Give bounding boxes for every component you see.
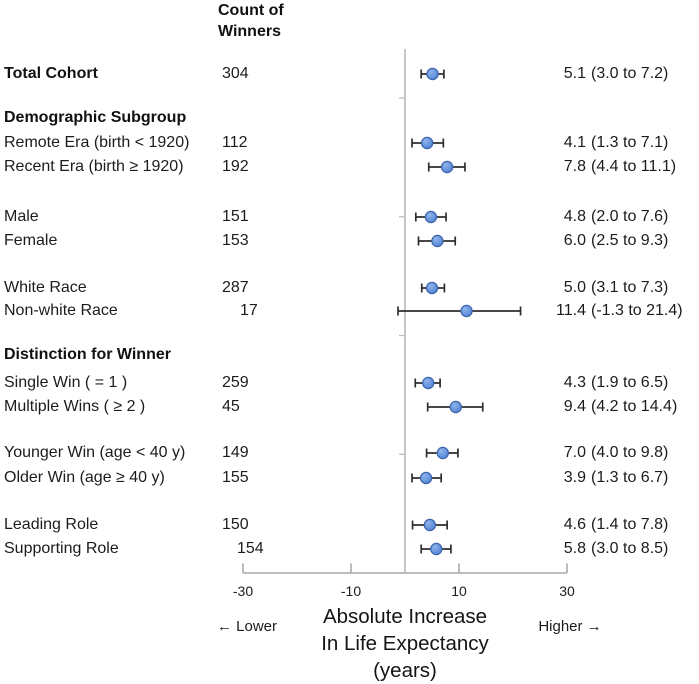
row-confidence-interval: (4.4 to 11.1) — [591, 158, 677, 175]
forest-row: Recent Era (birth ≥ 1920) 192 7.8 (4.4 t… — [0, 156, 699, 178]
forest-row: Distinction for Winner — [0, 344, 699, 366]
row-count: 153 — [222, 232, 249, 249]
x-tick-label: -30 — [232, 583, 254, 599]
row-estimate-value: 4.1 — [563, 134, 586, 151]
x-axis-title-line-3: (years) — [373, 659, 437, 682]
point-estimate-marker — [420, 136, 434, 150]
forest-row: White Race 287 5.0 (3.1 to 7.3) — [0, 277, 699, 299]
row-estimate-value: 11.4 — [556, 302, 586, 319]
count-column-header: Count of Winners — [218, 2, 284, 40]
row-label: Distinction for Winner — [4, 346, 171, 363]
row-estimate-value: 4.3 — [563, 374, 586, 391]
row-label: White Race — [4, 279, 87, 296]
forest-row: Demographic Subgroup — [0, 107, 699, 129]
point-estimate-marker — [423, 518, 437, 532]
forest-row: Older Win (age ≥ 40 y) 155 3.9 (1.3 to 6… — [0, 467, 699, 489]
forest-row: Female 153 6.0 (2.5 to 9.3) — [0, 230, 699, 252]
forest-row: Supporting Role 154 5.8 (3.0 to 8.5) — [0, 538, 699, 560]
row-confidence-interval: (1.9 to 6.5) — [591, 374, 669, 391]
lower-direction-hint: ← Lower — [216, 618, 278, 635]
row-confidence-interval: (2.5 to 9.3) — [591, 232, 669, 249]
forest-row: Male 151 4.8 (2.0 to 7.6) — [0, 206, 699, 228]
row-estimate-value: 7.0 — [563, 444, 586, 461]
row-label: Total Cohort — [4, 65, 98, 82]
row-count: 287 — [222, 279, 249, 296]
point-estimate-marker — [425, 281, 439, 295]
row-count: 154 — [237, 540, 264, 557]
row-label: Demographic Subgroup — [4, 109, 187, 126]
forest-row: Non-white Race 17 11.4 (-1.3 to 21.4) — [0, 300, 699, 322]
x-tick-label: 10 — [451, 583, 467, 599]
row-confidence-interval: (1.3 to 6.7) — [591, 469, 669, 486]
row-estimate-value: 6.0 — [563, 232, 586, 249]
row-estimate-value: 4.6 — [563, 516, 586, 533]
row-estimate-value: 7.8 — [563, 158, 586, 175]
row-estimate-value: 3.9 — [563, 469, 586, 486]
row-label: Non-white Race — [4, 302, 118, 319]
row-count: 192 — [222, 158, 249, 175]
row-count: 17 — [240, 302, 258, 319]
row-count: 149 — [222, 444, 249, 461]
row-label: Multiple Wins ( ≥ 2 ) — [4, 398, 146, 415]
point-estimate-marker — [419, 471, 433, 485]
x-axis-title-line-1: Absolute Increase — [322, 605, 488, 628]
row-confidence-interval: (1.4 to 7.8) — [591, 516, 669, 533]
row-count: 259 — [222, 374, 249, 391]
point-estimate-marker — [426, 67, 439, 81]
x-tick-label: -10 — [340, 583, 362, 599]
point-estimate-marker — [449, 400, 462, 414]
point-estimate-marker — [460, 304, 473, 318]
point-estimate-marker — [422, 376, 435, 390]
row-confidence-interval: (3.0 to 8.5) — [591, 540, 669, 557]
forest-row: Remote Era (birth < 1920) 112 4.1 (1.3 t… — [0, 132, 699, 154]
row-label: Leading Role — [4, 516, 99, 533]
row-label: Younger Win (age < 40 y) — [4, 444, 186, 461]
forest-row: Total Cohort 304 5.1 (3.0 to 7.2) — [0, 63, 699, 85]
row-count: 150 — [222, 516, 249, 533]
row-label: Single Win ( = 1 ) — [4, 374, 128, 391]
point-estimate-marker — [430, 542, 443, 556]
x-axis-title: Absolute Increase In Life Expectancy (ye… — [255, 603, 555, 684]
row-count: 112 — [222, 134, 248, 151]
row-label: Remote Era (birth < 1920) — [4, 134, 190, 151]
point-estimate-marker — [440, 160, 454, 174]
forest-row: Multiple Wins ( ≥ 2 ) 45 9.4 (4.2 to 14.… — [0, 396, 699, 418]
row-confidence-interval: (3.1 to 7.3) — [591, 279, 669, 296]
higher-direction-hint: Higher → — [538, 618, 602, 635]
point-estimate-marker — [431, 234, 444, 248]
forest-row: Leading Role 150 4.6 (1.4 to 7.8) — [0, 514, 699, 536]
row-estimate-value: 4.8 — [563, 208, 586, 225]
row-count: 151 — [222, 208, 249, 225]
row-confidence-interval: (4.0 to 9.8) — [591, 444, 669, 461]
forest-row: Younger Win (age < 40 y) 149 7.0 (4.0 to… — [0, 442, 699, 464]
row-estimate-value: 5.1 — [563, 65, 586, 82]
row-label: Female — [4, 232, 58, 249]
row-confidence-interval: (1.3 to 7.1) — [591, 134, 669, 151]
point-estimate-marker — [424, 210, 438, 224]
x-tick-label: 30 — [559, 583, 575, 599]
row-label: Older Win (age ≥ 40 y) — [4, 469, 165, 486]
row-count: 45 — [222, 398, 240, 415]
row-confidence-interval: (4.2 to 14.4) — [591, 398, 678, 415]
row-confidence-interval: (2.0 to 7.6) — [591, 208, 669, 225]
row-confidence-interval: (3.0 to 7.2) — [591, 65, 669, 82]
x-axis-title-line-2: In Life Expectancy — [321, 632, 489, 655]
row-estimate-value: 9.4 — [563, 398, 586, 415]
row-label: Supporting Role — [4, 540, 119, 557]
row-label: Recent Era (birth ≥ 1920) — [4, 158, 184, 175]
row-estimate-value: 5.8 — [563, 540, 586, 557]
row-count: 304 — [222, 65, 249, 82]
row-confidence-interval: (-1.3 to 21.4) — [591, 302, 683, 319]
row-estimate-value: 5.0 — [563, 279, 586, 296]
point-estimate-marker — [436, 446, 449, 460]
row-label: Male — [4, 208, 39, 225]
row-count: 155 — [222, 469, 249, 486]
forest-row: Single Win ( = 1 ) 259 4.3 (1.9 to 6.5) — [0, 372, 699, 394]
